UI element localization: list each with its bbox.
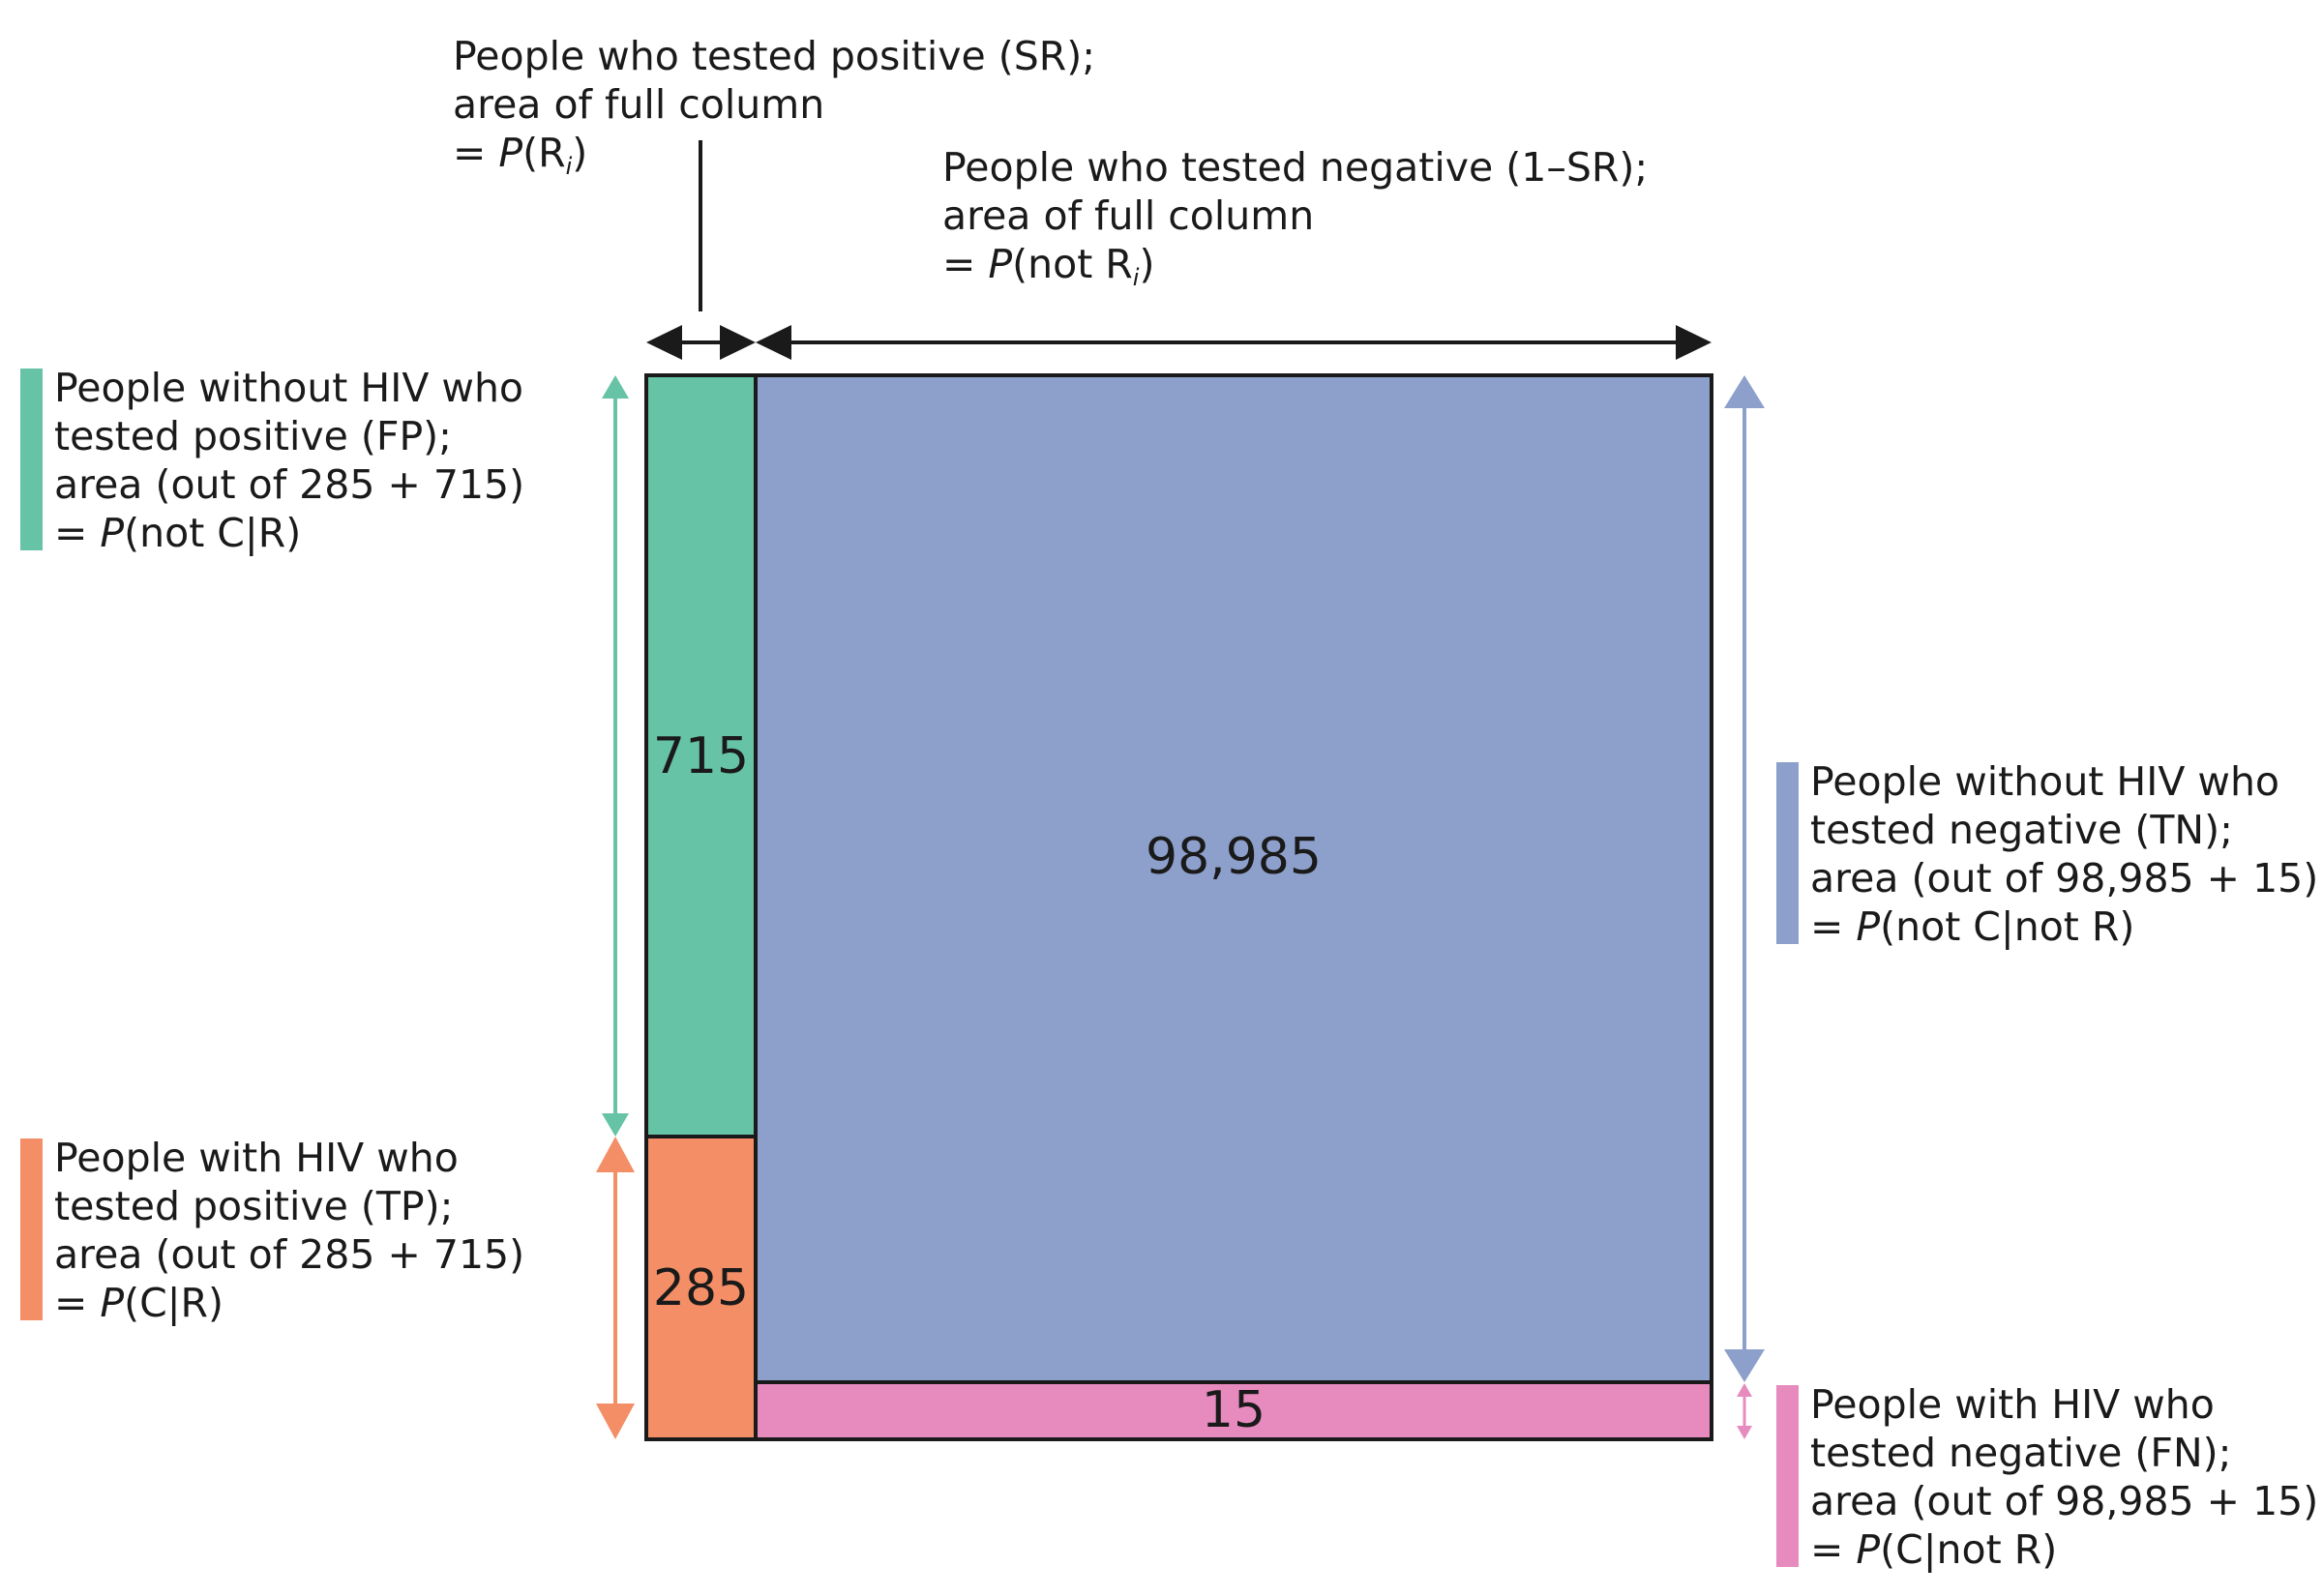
tn-height-arrow [1724, 375, 1765, 1382]
negative-column-label: People who tested negative (1–SR); area … [942, 143, 1649, 291]
fn-label-line2: tested negative (FN); [1810, 1430, 2232, 1476]
positive-label-line3: = P(Ri) [453, 130, 588, 180]
tp-label: People with HIV who tested positive (TP)… [54, 1134, 524, 1327]
cell-tn-value: 98,985 [1146, 828, 1322, 886]
cell-tp-rect [644, 1135, 758, 1441]
tn-label-line4: = P(not C|not R) [1810, 903, 2135, 950]
fp-label: People without HIV who tested positive (… [54, 364, 524, 557]
fp-legend-swatch [20, 369, 43, 550]
tn-label: People without HIV who tested negative (… [1810, 757, 2318, 951]
fp-label-line2: tested positive (FP); [54, 413, 452, 459]
tn-label-line2: tested negative (TN); [1810, 807, 2233, 853]
negative-label-line1: People who tested negative (1–SR); [942, 144, 1649, 191]
tp-label-line1: People with HIV who [54, 1135, 459, 1181]
tp-label-line3: area (out of 285 + 715) [54, 1231, 525, 1278]
fn-legend-swatch [1776, 1385, 1799, 1567]
fn-label: People with HIV who tested negative (FN)… [1810, 1380, 2318, 1574]
cell-fp-rect [644, 373, 758, 1138]
fn-label-line1: People with HIV who [1810, 1381, 2215, 1428]
cell-fn-rect [754, 1380, 1713, 1441]
tp-label-line4: = P(C|R) [54, 1280, 224, 1326]
tn-label-line3: area (out of 98,985 + 15) [1810, 855, 2319, 901]
negative-width-arrow [756, 325, 1712, 360]
fp-height-arrow [602, 375, 629, 1137]
tn-label-line1: People without HIV who [1810, 758, 2280, 805]
negative-label-line2: area of full column [942, 192, 1315, 239]
fn-height-arrow [1737, 1383, 1752, 1439]
cell-fn-value: 15 [1201, 1381, 1266, 1439]
tp-label-line2: tested positive (TP); [54, 1183, 454, 1229]
tp-legend-swatch [20, 1138, 43, 1320]
cell-tp-value: 285 [652, 1259, 750, 1317]
fp-label-line1: People without HIV who [54, 365, 524, 411]
tn-legend-swatch [1776, 762, 1799, 944]
fp-label-line4: = P(not C|R) [54, 510, 302, 556]
fp-label-line3: area (out of 285 + 715) [54, 461, 525, 508]
negative-label-line3: = P(not Ri) [942, 241, 1155, 291]
positive-width-arrow [646, 325, 756, 360]
positive-label-line1: People who tested positive (SR); [453, 33, 1096, 79]
positive-column-label: People who tested positive (SR); area of… [453, 32, 1096, 180]
fn-label-line3: area (out of 98,985 + 15) [1810, 1478, 2319, 1524]
fn-label-line4: = P(C|not R) [1810, 1526, 2058, 1573]
positive-label-line2: area of full column [453, 81, 825, 128]
cell-fp-value: 715 [652, 727, 750, 785]
tp-height-arrow [596, 1137, 635, 1439]
cell-tn-rect [754, 373, 1713, 1384]
